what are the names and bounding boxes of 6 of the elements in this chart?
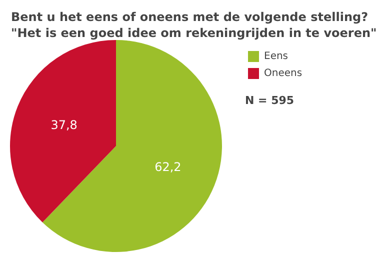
chart-title: Bent u het eens of oneens met de volgende stelling? "Het is een goed idee om rekeningrijden in te voeren" [11,10,377,40]
text: N = 595 [245,94,294,107]
legend-label: Oneens [264,68,302,79]
legend-label: Eens [264,51,288,62]
data-label: 37,8 [50,118,78,132]
data-label: 62,2 [154,160,182,174]
